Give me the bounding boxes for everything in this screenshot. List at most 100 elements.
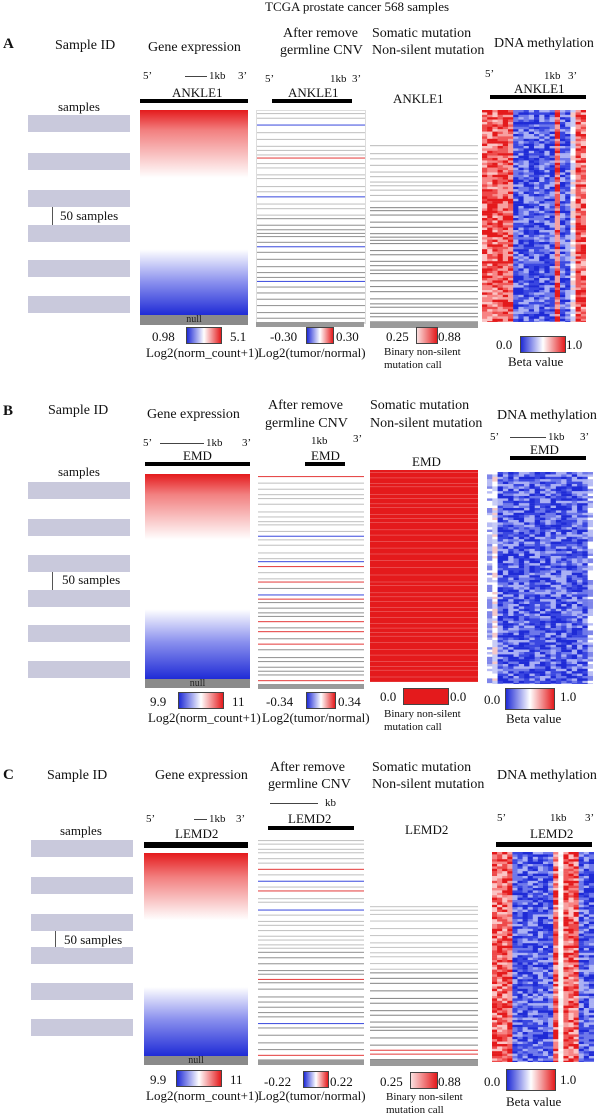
methylation-cell [571, 680, 578, 684]
methylation-cell [529, 500, 535, 504]
methylation-cell [570, 186, 576, 190]
methylation-cell [566, 536, 573, 540]
methylation-cell [534, 589, 541, 593]
methylation-cell [566, 676, 573, 679]
methylation-cell [528, 134, 535, 137]
methylation-cell [554, 309, 561, 312]
methylation-cell [513, 186, 519, 190]
methylation-cell [575, 239, 582, 243]
methylation-cell [549, 172, 556, 175]
methylation-cell [518, 131, 524, 135]
methylation-cell [587, 601, 593, 605]
methylation-cell [507, 1056, 513, 1059]
methylation-cell [487, 124, 493, 127]
three-prime: 3’ [242, 437, 252, 449]
methylation-cell [517, 955, 523, 958]
heatmap-line [257, 208, 365, 210]
methylation-cell [575, 304, 582, 307]
methylation-cell [566, 678, 573, 681]
methylation-cell [487, 512, 493, 516]
methylation-cell [502, 967, 508, 970]
methylation-cell [582, 656, 588, 660]
methylation-cell [571, 508, 578, 511]
methylation-cell [513, 671, 520, 674]
methylation-cell [523, 126, 530, 130]
methylation-cell [561, 577, 567, 581]
methylation-cell [502, 170, 509, 173]
methylation-cell [580, 134, 586, 137]
methylation-cell [508, 112, 514, 115]
methylation-cell [513, 182, 519, 185]
methylation-cell [497, 1058, 503, 1061]
methylation-cell [543, 960, 549, 963]
methylation-cell [492, 577, 498, 581]
methylation-cell [534, 138, 540, 142]
methylation-cell [534, 582, 541, 585]
heatmap-line [258, 552, 364, 554]
methylation-cell [561, 668, 567, 672]
methylation-cell [561, 515, 567, 518]
expr-max: 11 [232, 694, 245, 709]
methylation-cell [555, 664, 562, 667]
methylation-cell [561, 584, 567, 588]
methylation-cell [570, 225, 576, 228]
methylation-cell [497, 510, 504, 513]
methylation-cell [502, 261, 509, 264]
heatmap-line [370, 291, 478, 293]
methylation-cell [492, 914, 498, 917]
heatmap-line [258, 602, 364, 604]
methylation-cell [492, 177, 498, 180]
methylation-cell [565, 297, 571, 300]
methylation-cell [548, 1008, 554, 1011]
methylation-cell [534, 632, 541, 636]
methylation-cell [512, 919, 518, 922]
methylation-cell [543, 888, 549, 891]
methylation-cell [513, 486, 520, 489]
methylation-cell [492, 647, 498, 650]
methylation-cell [497, 297, 504, 300]
methylation-cell [539, 201, 545, 204]
methylation-cell [502, 613, 509, 617]
methylation-cell [555, 544, 562, 547]
heatmap-line [257, 258, 365, 260]
methylation-cell [497, 876, 503, 879]
methylation-cell [534, 234, 540, 238]
methylation-cell [550, 558, 557, 561]
methylation-cell [580, 191, 586, 195]
methylation-cell [540, 656, 546, 660]
methylation-cell [524, 659, 530, 662]
methylation-cell [582, 678, 588, 681]
methylation-cell [507, 974, 513, 977]
methylation-cell [543, 1056, 549, 1059]
methylation-cell [532, 1046, 539, 1049]
heatmap-line [258, 587, 364, 589]
methylation-cell [512, 960, 518, 963]
methylation-cell [528, 230, 535, 233]
methylation-cell [570, 198, 576, 202]
methylation-cell [524, 472, 530, 475]
methylation-cell [513, 174, 519, 178]
methylation-cell [554, 158, 561, 161]
methylation-cell [492, 575, 498, 578]
methylation-cell [529, 534, 535, 537]
methylation-cell [508, 589, 514, 593]
methylation-cell [492, 864, 498, 867]
methylation-cell [492, 556, 498, 559]
methylation-cell [555, 512, 562, 516]
methylation-cell [560, 189, 566, 192]
methylation-cell [497, 117, 504, 120]
methylation-cell [502, 203, 509, 207]
methylation-cell [508, 194, 514, 197]
heatmap-line [258, 862, 364, 864]
methylation-cell [534, 256, 540, 259]
methylation-cell [497, 611, 504, 614]
methylation-cell [492, 981, 498, 985]
methylation-cell [507, 1012, 513, 1016]
methylation-cell [571, 546, 578, 549]
methylation-cell [487, 556, 493, 559]
methylation-cell [528, 114, 535, 118]
methylation-cell [492, 878, 498, 881]
methylation-cell [522, 1039, 528, 1042]
methylation-cell [560, 220, 566, 223]
methylation-cell [497, 242, 504, 245]
